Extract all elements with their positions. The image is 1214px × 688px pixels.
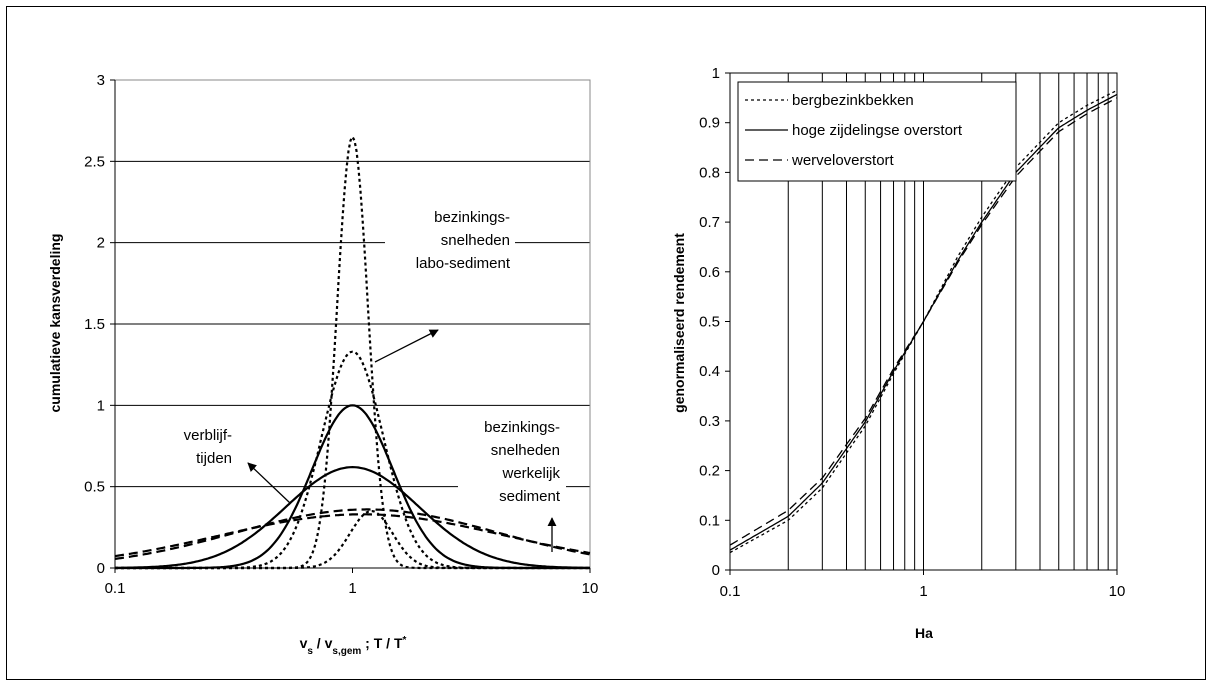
- right-x-axis-label: Ha: [915, 625, 933, 641]
- left-tick-labels: 0 0.5 1 1.5 2 2.5 3 0.1 1 10: [84, 72, 598, 597]
- annotation-bg: [385, 170, 515, 320]
- left-curve-dashed: [114, 508, 591, 560]
- right-curves: [729, 89, 1118, 554]
- left-x-tick-label: 0.1: [105, 580, 126, 597]
- left-annotations: bezinkings-snelheden labo-sediment verblij…: [184, 170, 566, 552]
- annotation-labo-sediment: snelheden: [441, 232, 510, 249]
- legend-label: hoge zijdelingse overstort: [792, 122, 963, 139]
- arrow-labo: [374, 329, 439, 363]
- right-x-tick-label: 1: [919, 583, 927, 600]
- right-y-tick-label: 0.8: [699, 164, 720, 181]
- annotation-bg: [458, 408, 566, 508]
- left-x-tick-label: 10: [582, 580, 599, 597]
- right-x-tick-label: 0.1: [720, 583, 741, 600]
- left-curve-solid: [115, 465, 590, 569]
- left-y-axis-label: cumulatieve kansverdeling: [47, 234, 63, 413]
- right-x-tick-label: 10: [1109, 583, 1126, 600]
- legend-box: [737, 81, 1017, 182]
- left-y-tick-label: 1: [97, 397, 105, 414]
- right-y-tick-label: 0.2: [699, 463, 720, 480]
- left-y-tick-label: 1.5: [84, 316, 105, 333]
- left-x-tick-label: 1: [348, 580, 356, 597]
- annotation-werkelijk-sediment: bezinkings-: [484, 419, 560, 436]
- left-y-tick-label: 0.5: [84, 479, 105, 496]
- right-y-tick-label: 1: [712, 65, 720, 82]
- legend-label: bergbezinkbekken: [792, 92, 914, 109]
- right-y-tick-label: 0.5: [699, 314, 720, 331]
- right-legend: bergbezinkbekken hoge zijdelingse oversto…: [737, 81, 1017, 182]
- right-tick-labels: 00.10.20.30.40.50.60.70.80.910.1 1 10: [699, 65, 1125, 600]
- annotation-verblijftijden: tijden: [196, 450, 232, 467]
- left-y-tick-label: 2: [97, 235, 105, 252]
- right-y-tick-label: 0.1: [699, 512, 720, 529]
- left-curve-dashed: [114, 513, 591, 558]
- annotation-werkelijk-sediment: sediment: [499, 488, 561, 505]
- left-y-tick-label: 0: [97, 560, 105, 577]
- right-y-tick-label: 0.6: [699, 264, 720, 281]
- legend-label: werveloverstort: [791, 152, 895, 169]
- annotation-werkelijk-sediment: werkelijk: [501, 465, 560, 482]
- annotation-labo-sediment: bezinkings-: [434, 209, 510, 226]
- annotation-verblijftijden: verblijf-: [184, 427, 232, 444]
- left-y-tick-label: 3: [97, 72, 105, 89]
- right-y-tick-label: 0.9: [699, 115, 720, 132]
- right-y-tick-label: 0: [712, 562, 720, 579]
- right-y-tick-label: 0.7: [699, 214, 720, 231]
- annotation-werkelijk-sediment: snelheden: [491, 442, 560, 459]
- right-y-axis-label: genormaliseerd rendement: [671, 233, 687, 413]
- right-chart: 00.10.20.30.40.50.60.70.80.910.1 1 10 berg…: [671, 65, 1125, 641]
- right-y-tick-label: 0.4: [699, 363, 720, 380]
- left-x-axis-label: vs / vs,gem ; T / T*: [300, 635, 407, 657]
- arrow-verblijf: [247, 462, 291, 504]
- annotation-labo-sediment: labo-sediment: [416, 255, 511, 272]
- left-y-tick-label: 2.5: [84, 153, 105, 170]
- right-y-tick-label: 0.3: [699, 413, 720, 430]
- right-curve-werveloverstort: [729, 97, 1118, 546]
- right-gridlines: [787, 73, 1109, 570]
- left-chart: 0 0.5 1 1.5 2 2.5 3 0.1 1 10 bezinkings-snelheden…: [47, 72, 598, 657]
